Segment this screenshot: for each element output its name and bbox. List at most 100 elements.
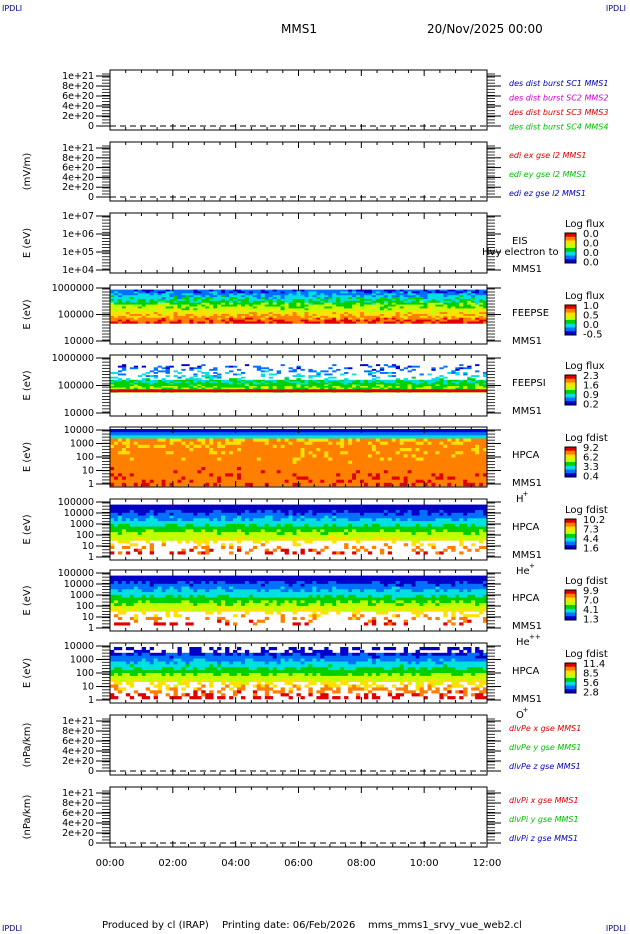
spectrogram-cell	[324, 302, 329, 305]
spectrogram-cell	[419, 306, 424, 309]
spectrogram-cell	[316, 441, 321, 446]
spectrogram-cell	[264, 479, 270, 484]
spectrogram-cell	[193, 429, 198, 433]
spectrogram-cell	[153, 375, 158, 377]
spectrogram-cell	[256, 365, 262, 368]
spectrogram-cell	[300, 293, 305, 296]
spectrogram-cell	[415, 479, 420, 484]
spectrogram-cell	[189, 295, 194, 298]
spectrogram-cell	[375, 289, 381, 292]
spectrogram-cell	[455, 319, 460, 322]
spectrogram-cell	[276, 293, 281, 296]
spectrogram-cell	[280, 429, 285, 433]
spectrogram-cell	[189, 378, 194, 381]
spectrogram-cell	[288, 444, 293, 449]
spectrogram-cell	[197, 321, 202, 324]
spectrogram-cell	[256, 435, 262, 439]
spectrogram-cell	[308, 302, 313, 305]
spectrogram-cell	[209, 321, 214, 324]
spectrogram-cell	[443, 460, 448, 465]
spectrogram-cell	[407, 454, 412, 458]
spectrogram-cell	[280, 297, 285, 300]
spectrogram-cell	[300, 386, 305, 388]
spectrogram-cell	[165, 460, 170, 465]
spectrogram-cell	[121, 310, 127, 313]
spectrogram-cell	[451, 321, 456, 324]
spectrogram-cell	[475, 429, 480, 433]
spectrogram-cell	[419, 381, 424, 384]
spectrogram-cell	[467, 387, 472, 390]
spectrogram-cell	[387, 321, 393, 324]
spectrogram-cell	[352, 302, 357, 305]
colorbar-tick-label: 1.0	[583, 301, 599, 312]
spectrogram-cell	[352, 482, 357, 487]
spectrogram-cell	[181, 479, 186, 484]
spectrogram-cell	[367, 382, 373, 385]
spectrogram-cell	[268, 386, 273, 388]
spectrogram-cell	[201, 463, 206, 468]
spectrogram-cell	[364, 467, 369, 471]
spectrogram-cell	[209, 384, 214, 387]
spectrogram-cell	[256, 317, 262, 320]
spectrogram-cell	[157, 482, 162, 487]
spectrogram-cell	[423, 467, 428, 471]
spectrogram-cell	[455, 300, 460, 303]
spectrogram-cell	[308, 482, 313, 487]
spectrogram-cell	[209, 429, 214, 433]
spectrogram-cell	[312, 289, 317, 292]
spectrogram-cell	[383, 317, 389, 320]
spectrogram-cell	[475, 317, 480, 320]
spectrogram-cell	[344, 312, 349, 315]
spectrogram-cell	[260, 470, 266, 474]
spectrogram-cell	[336, 384, 341, 387]
spectrogram-cell	[387, 441, 393, 446]
spectrogram-cell	[129, 300, 135, 303]
spectrogram-cell	[431, 387, 436, 390]
spectrogram-cell	[252, 432, 258, 436]
spectrogram-cell	[455, 291, 460, 294]
spectrogram-cell	[133, 300, 139, 303]
spectrogram-cell	[455, 299, 460, 302]
spectrogram-cell	[459, 319, 464, 322]
spectrogram-cell	[276, 302, 281, 305]
spectrogram-cell	[411, 384, 416, 387]
spectrogram-cell	[125, 304, 131, 307]
spectrogram-cell	[165, 384, 170, 387]
spectrogram-cell	[248, 300, 254, 303]
spectrogram-cell	[296, 378, 301, 381]
spectrogram-cell	[348, 470, 353, 474]
spectrogram-cell	[181, 304, 186, 307]
spectrogram-cell	[280, 302, 285, 305]
spectrogram-cell	[375, 438, 381, 442]
spectrogram-cell	[272, 295, 277, 298]
spectrogram-cell	[181, 454, 186, 458]
colorbar-tick-label: 0.0	[583, 258, 599, 269]
spectrogram-cell	[149, 479, 154, 484]
spectrogram-cell	[201, 470, 206, 474]
colorbar-swatch	[565, 255, 576, 260]
spectrogram-cell	[117, 454, 123, 458]
spectrogram-cell	[165, 448, 170, 452]
spectrogram-cell	[193, 379, 198, 382]
spectrogram-cell	[300, 312, 305, 315]
spectrogram-cell	[475, 470, 480, 474]
spectrogram-cell	[165, 381, 170, 384]
spectrogram-cell	[467, 382, 472, 385]
spectrogram-cell	[423, 438, 428, 442]
spectrogram-cell	[157, 365, 162, 368]
spectrogram-cell	[201, 372, 206, 374]
spectrogram-cell	[439, 429, 444, 433]
spectrogram-cell	[312, 312, 317, 315]
spectrogram-cell	[308, 451, 313, 455]
spectrogram-cell	[312, 441, 317, 446]
spectrogram-cell	[300, 387, 305, 390]
spectrogram-cell	[213, 467, 218, 471]
spectrogram-cell	[367, 299, 373, 302]
spectrogram-cell	[121, 444, 127, 449]
spectrogram-cell	[209, 438, 214, 442]
y-tick-label: 1e+21	[62, 143, 94, 154]
spectrogram-cell	[463, 317, 468, 320]
spectrogram-cell	[181, 444, 186, 449]
spectrogram-cell	[217, 463, 222, 468]
spectrogram-cell	[141, 308, 146, 311]
